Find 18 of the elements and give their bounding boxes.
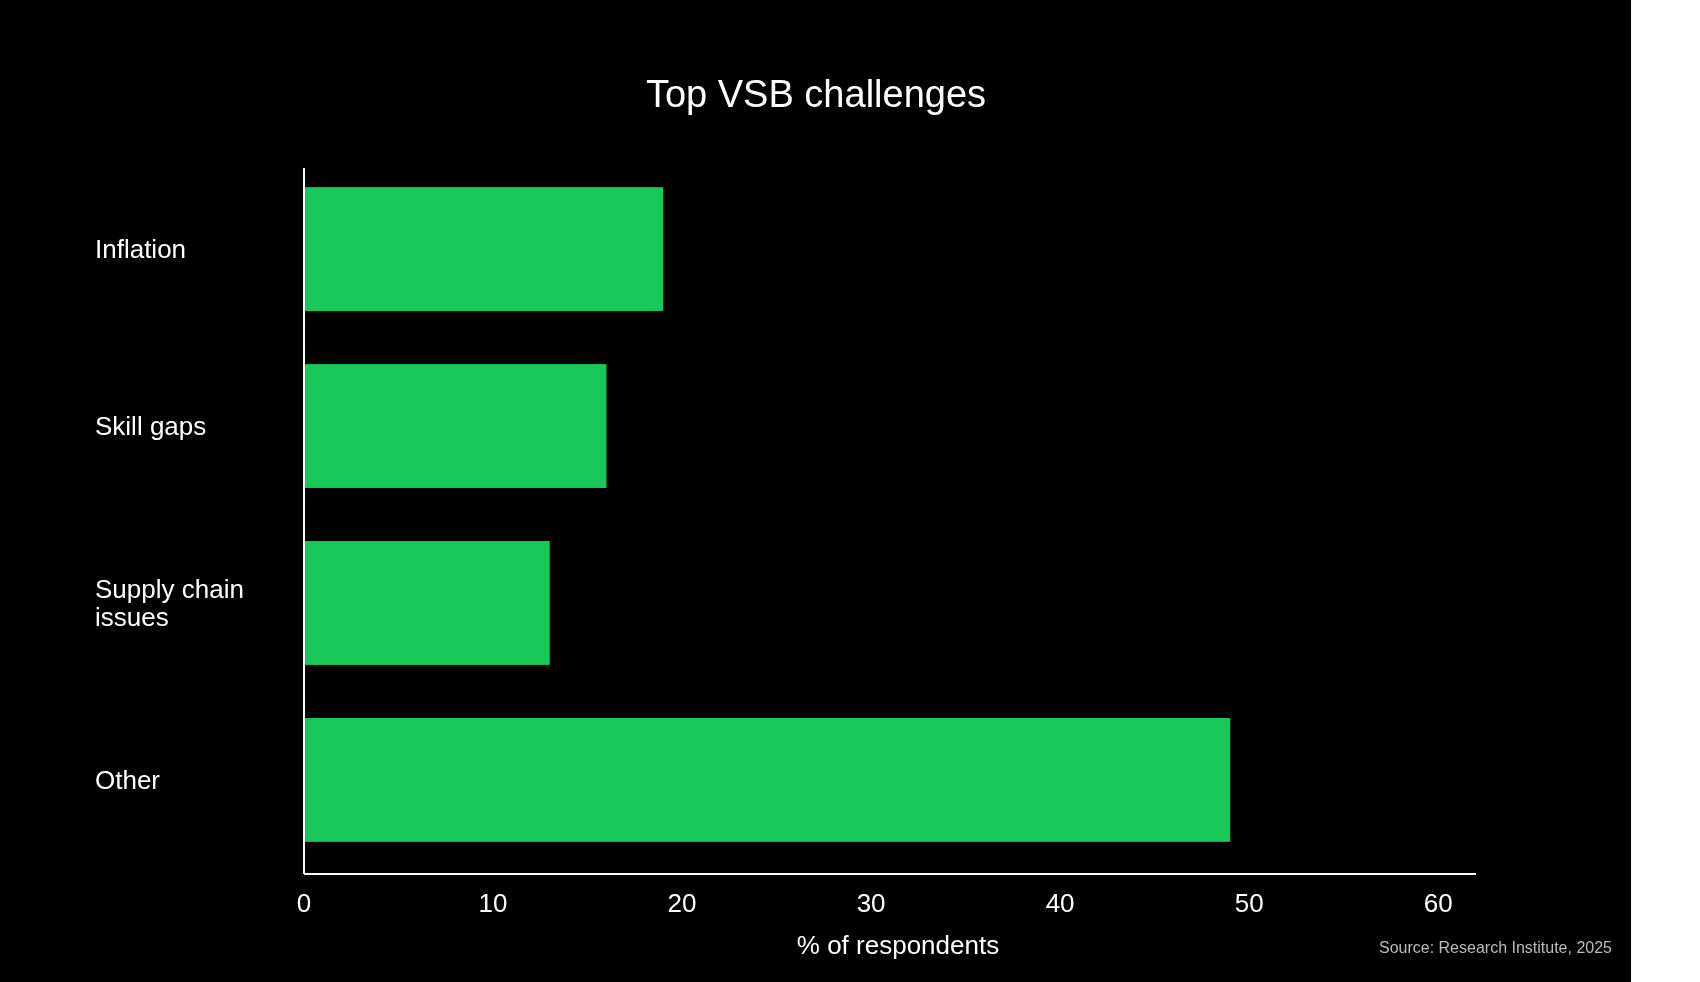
x-axis-title: % of respondents [796,930,1000,960]
x-tick-label: 20 [667,888,697,918]
y-tick-label: Skill gaps [95,411,207,442]
x-tick-label: 30 [856,888,886,918]
bar [304,717,1231,842]
y-tick-label: Other [95,764,161,795]
chart-title: Top VSB challenges [645,73,987,115]
y-tick-label: Inflation [95,234,187,265]
y-tick-label: Supply chain issues [95,573,244,632]
bar [304,364,607,488]
bar [304,541,550,665]
x-tick-label: 60 [1423,888,1453,918]
x-tick-label: 50 [1234,888,1264,918]
x-tick-label: 40 [1045,888,1075,918]
source-note: Source: Research Institute, 2025 [1378,939,1613,956]
x-tick-label: 10 [478,888,508,918]
x-tick-label: 0 [296,888,312,918]
bar [304,187,664,312]
